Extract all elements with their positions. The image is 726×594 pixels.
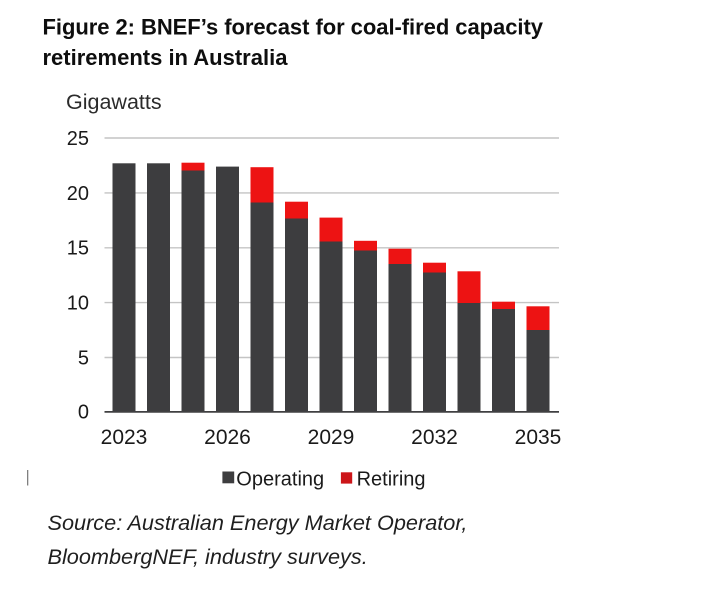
svg-text:Operating: Operating [236,469,324,491]
svg-text:15: 15 [67,238,89,260]
svg-text:5: 5 [78,347,89,369]
svg-text:Figure 2: BNEF’s forecast for: Figure 2: BNEF’s forecast for coal-fired… [43,15,544,40]
svg-text:25: 25 [67,128,89,150]
svg-text:2026: 2026 [204,426,251,449]
svg-text:0: 0 [78,401,89,423]
svg-text:10: 10 [67,293,89,315]
svg-text:2032: 2032 [411,426,458,449]
svg-text:Retiring: Retiring [357,469,426,491]
svg-text:2023: 2023 [101,426,148,449]
svg-text:Gigawatts: Gigawatts [66,90,162,114]
svg-text:2029: 2029 [308,426,355,449]
svg-text:BloombergNEF, industry surveys: BloombergNEF, industry surveys. [48,544,368,569]
svg-text:retirements in Australia: retirements in Australia [43,45,289,70]
svg-text:2035: 2035 [515,426,562,449]
svg-text:20: 20 [67,183,89,205]
svg-text:Source: Australian Energy Mark: Source: Australian Energy Market Operato… [48,510,468,535]
